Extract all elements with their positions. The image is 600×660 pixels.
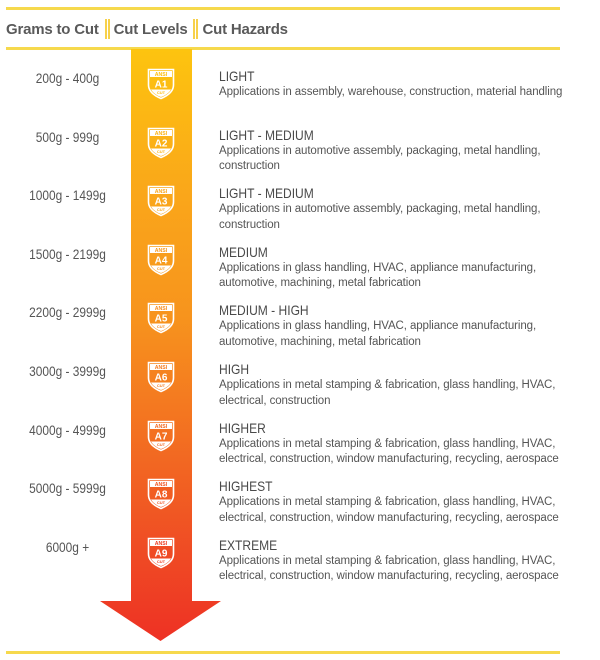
header-separator — [104, 19, 110, 39]
cut-level-title: MEDIUM - HIGH — [219, 302, 309, 319]
cut-level-row: 4000g - 4999g ANSI A7 CUT HIGHER Applica… — [0, 420, 600, 478]
header-grams-to-cut: Grams to Cut — [6, 20, 99, 38]
svg-text:CUT: CUT — [157, 149, 166, 154]
cut-level-row: 1500g - 2199g ANSI A4 CUT MEDIUM Applica… — [0, 244, 600, 302]
header-rule — [6, 47, 560, 50]
ansi-cut-shield-icon: ANSI A6 CUT — [147, 361, 175, 393]
ansi-cut-shield-icon: ANSI A7 CUT — [147, 420, 175, 451]
cut-hazard: HIGHER Applications in metal stamping & … — [219, 420, 594, 468]
cut-hazard-description: Applications in automotive assembly, pac… — [219, 203, 541, 231]
svg-text:ANSI: ANSI — [155, 307, 168, 313]
cut-level-title: HIGHER — [219, 419, 266, 436]
grams-range: 500g - 999g — [35, 128, 100, 145]
svg-text:ANSI: ANSI — [155, 131, 168, 137]
svg-text:A7: A7 — [155, 431, 168, 442]
down-arrow-icon — [100, 49, 221, 641]
cut-hazard: HIGHEST Applications in metal stamping &… — [219, 478, 594, 526]
ansi-cut-shield-icon: ANSI A3 CUT — [147, 185, 175, 217]
grams-range: 1500g - 2199g — [29, 245, 106, 262]
cut-level-row: 2200g - 2999g ANSI A5 CUT MEDIUM - HIGH … — [0, 302, 600, 360]
svg-text:ANSI: ANSI — [155, 541, 168, 547]
svg-text:CUT: CUT — [157, 383, 166, 388]
cut-hazard: HIGH Applications in metal stamping & fa… — [219, 361, 594, 409]
svg-text:ANSI: ANSI — [155, 482, 168, 488]
header-cut-hazards: Cut Hazards — [202, 20, 288, 38]
header-separator — [193, 19, 199, 39]
cut-level-row: 6000g + ANSI A9 CUT EXTREME Applications… — [0, 537, 600, 595]
cut-level-row: 500g - 999g ANSI A2 CUT LIGHT - MEDIUM A… — [0, 127, 600, 185]
ansi-cut-shield-icon: ANSI A1 CUT — [147, 68, 175, 100]
svg-text:CUT: CUT — [157, 207, 166, 212]
cut-level-title: LIGHT - MEDIUM — [219, 126, 314, 143]
grams-range: 2200g - 2999g — [29, 304, 106, 321]
cut-hazard: LIGHT Applications in assembly, warehous… — [219, 68, 594, 101]
top-rule — [6, 7, 560, 10]
svg-text:A9: A9 — [155, 548, 168, 559]
cut-level-title: HIGH — [219, 361, 250, 377]
cut-level-title: LIGHT - MEDIUM — [219, 185, 314, 202]
cut-hazard: MEDIUM Applications in glass handling, H… — [219, 244, 594, 292]
svg-text:A2: A2 — [155, 138, 168, 149]
cut-level-row: 5000g - 5999g ANSI A8 CUT HIGHEST Applic… — [0, 478, 600, 536]
cut-hazard-description: Applications in metal stamping & fabrica… — [219, 379, 556, 407]
header-cut-levels: Cut Levels — [113, 20, 188, 38]
bottom-rule — [6, 651, 560, 654]
cut-level-row: 3000g - 3999g ANSI A6 CUT HIGH Applicati… — [0, 361, 600, 419]
grams-range: 6000g + — [45, 538, 90, 555]
ansi-cut-shield-icon: ANSI A5 CUT — [147, 303, 175, 334]
ansi-cut-shield-icon: ANSI A9 CUT — [147, 537, 175, 569]
cut-hazard: MEDIUM - HIGH Applications in glass hand… — [219, 302, 594, 350]
svg-text:A1: A1 — [155, 80, 168, 91]
svg-text:CUT: CUT — [157, 90, 166, 95]
cut-hazard: LIGHT - MEDIUM Applications in automotiv… — [219, 185, 594, 233]
cut-hazard-description: Applications in metal stamping & fabrica… — [219, 437, 559, 466]
ansi-cut-shield-icon: ANSI A2 CUT — [147, 127, 175, 158]
cut-hazard: EXTREME Applications in metal stamping &… — [219, 537, 594, 585]
svg-text:CUT: CUT — [157, 324, 166, 329]
cut-level-row: 200g - 400g ANSI A1 CUT LIGHT Applicatio… — [0, 68, 600, 126]
grams-range: 1000g - 1499g — [29, 187, 106, 204]
grams-range: 4000g - 4999g — [29, 421, 106, 438]
cut-level-title: LIGHT — [219, 68, 255, 84]
ansi-cut-shield-icon: ANSI A8 CUT — [147, 478, 175, 510]
svg-text:A6: A6 — [155, 373, 168, 384]
svg-text:A8: A8 — [155, 490, 168, 501]
svg-text:ANSI: ANSI — [155, 248, 168, 254]
ansi-cut-shield-icon: ANSI A4 CUT — [147, 244, 175, 276]
cut-level-title: MEDIUM — [219, 243, 268, 260]
cut-hazard-description: Applications in metal stamping & fabrica… — [219, 554, 559, 583]
svg-text:ANSI: ANSI — [155, 72, 168, 78]
cut-level-title: EXTREME — [219, 536, 278, 553]
svg-text:CUT: CUT — [157, 442, 166, 447]
grams-range: 5000g - 5999g — [29, 480, 106, 497]
svg-text:A4: A4 — [155, 255, 168, 266]
svg-text:CUT: CUT — [157, 559, 166, 564]
svg-text:CUT: CUT — [157, 500, 166, 505]
column-header: Grams to Cut Cut Levels Cut Hazards — [6, 15, 288, 43]
svg-text:A3: A3 — [155, 197, 168, 208]
svg-text:ANSI: ANSI — [155, 365, 168, 371]
cut-level-title: HIGHEST — [219, 478, 273, 495]
svg-text:ANSI: ANSI — [155, 189, 168, 195]
cut-level-row: 1000g - 1499g ANSI A3 CUT LIGHT - MEDIUM… — [0, 185, 600, 243]
svg-text:A5: A5 — [155, 314, 168, 325]
svg-text:CUT: CUT — [157, 266, 166, 271]
svg-text:ANSI: ANSI — [155, 424, 168, 430]
cut-hazard: LIGHT - MEDIUM Applications in automotiv… — [219, 127, 594, 175]
cut-hazard-description: Applications in metal stamping & fabrica… — [219, 496, 559, 524]
cut-hazard-description: Applications in glass handling, HVAC, ap… — [219, 320, 537, 348]
grams-range: 200g - 400g — [35, 70, 100, 86]
grams-range: 3000g - 3999g — [29, 363, 106, 379]
cut-hazard-description: Applications in glass handling, HVAC, ap… — [219, 261, 537, 290]
cut-hazard-description: Applications in automotive assembly, pac… — [219, 144, 541, 173]
cut-hazard-description: Applications in assembly, warehouse, con… — [219, 86, 563, 98]
